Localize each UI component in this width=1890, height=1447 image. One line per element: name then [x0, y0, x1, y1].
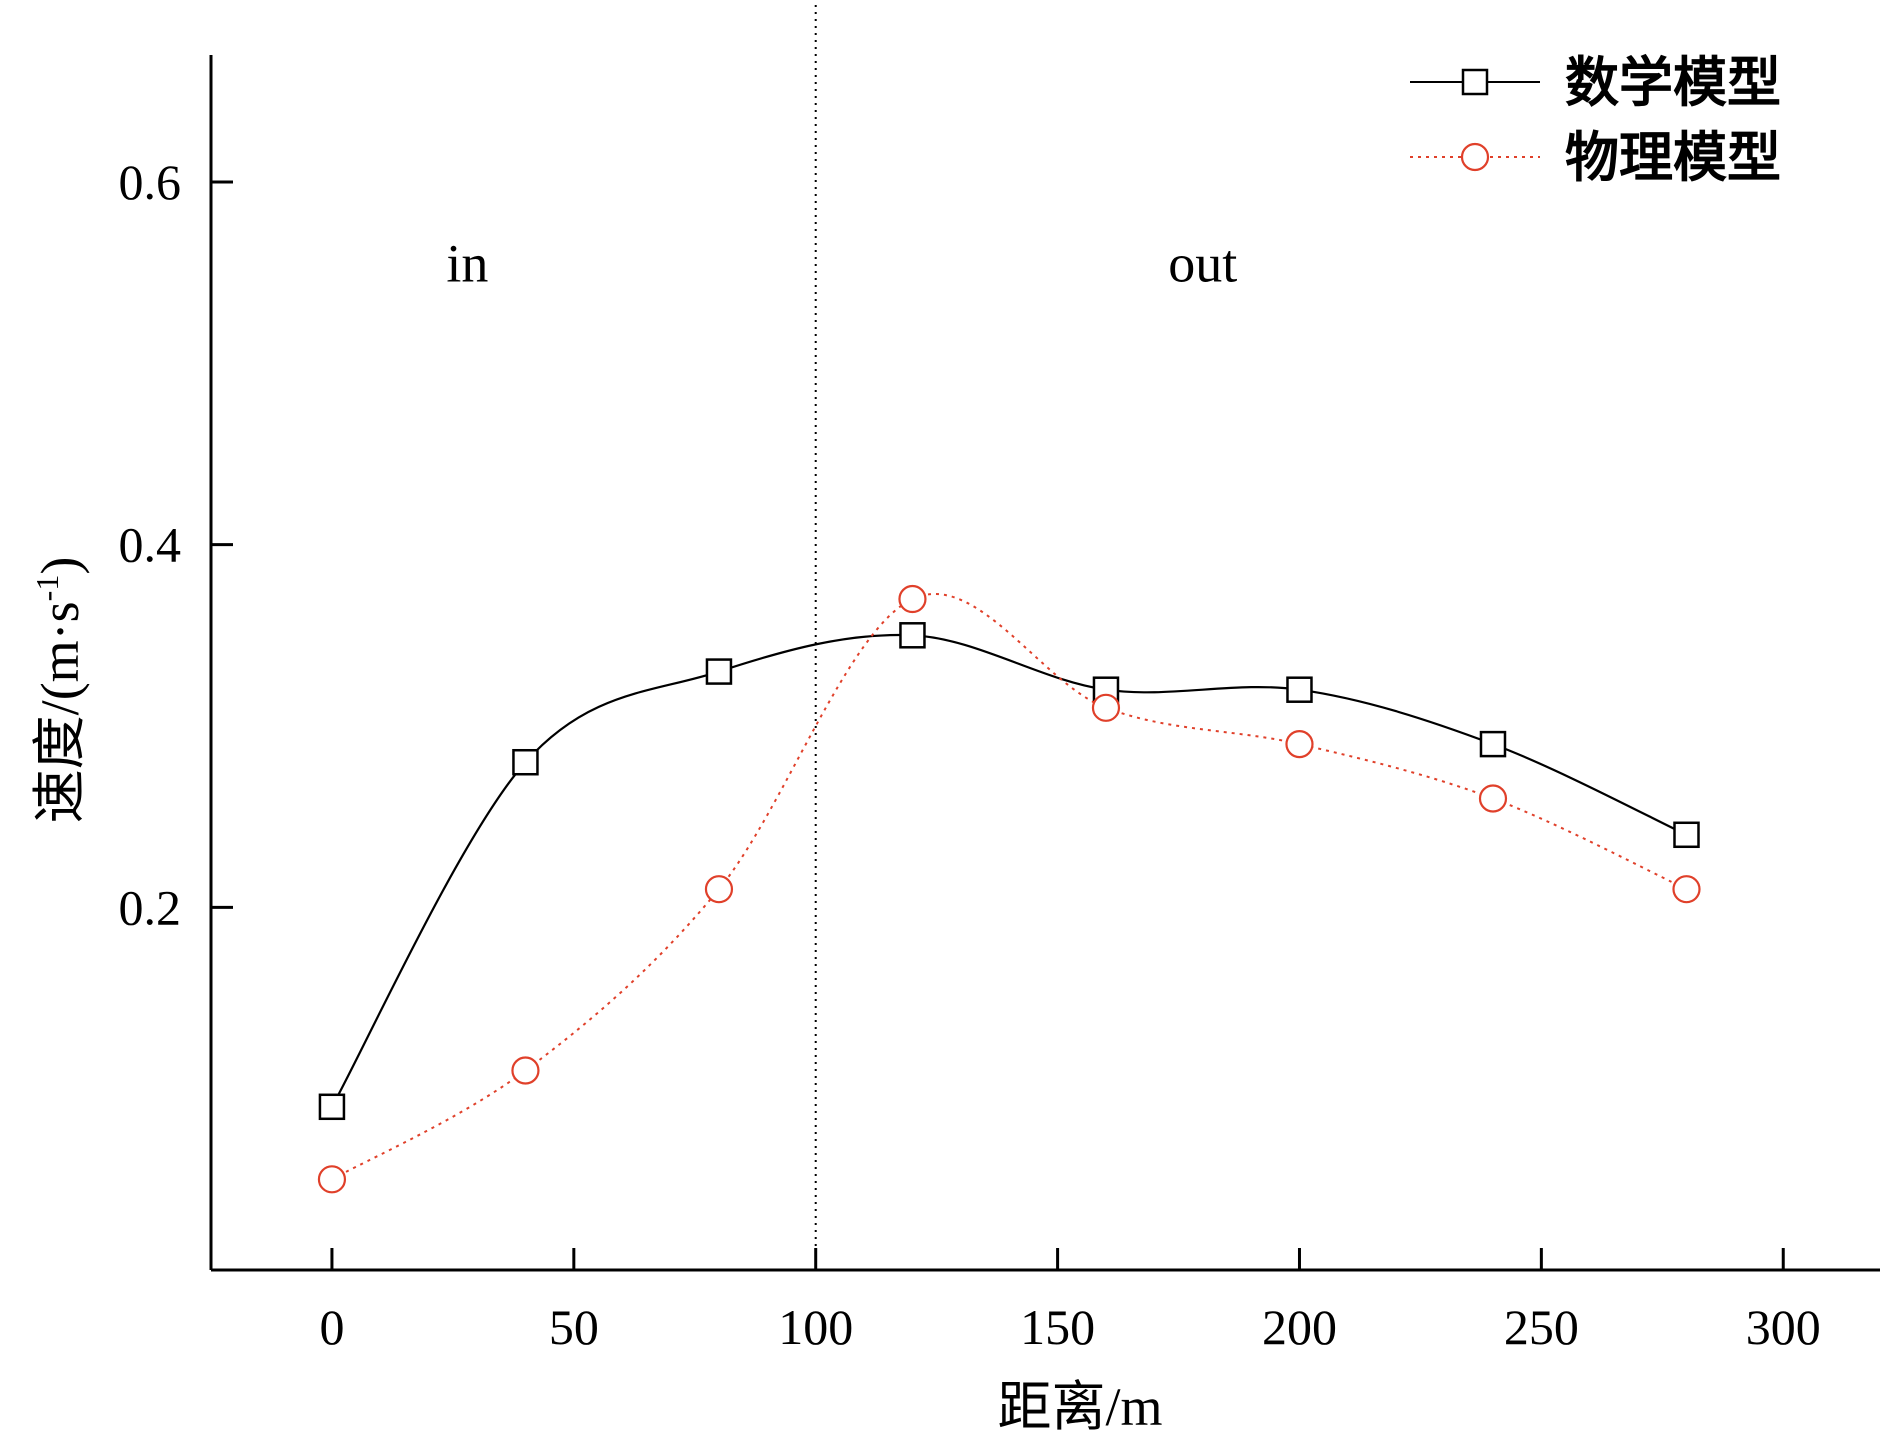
y-tick-label: 0.6 [119, 154, 182, 210]
svg-text:速度/(m·s-1): 速度/(m·s-1) [29, 557, 90, 824]
data-point-0 [1479, 730, 1507, 758]
legend-label: 数学模型 [1565, 51, 1781, 114]
x-tick-label: 0 [319, 1299, 344, 1355]
data-point-0 [1673, 821, 1700, 849]
data-point-1 [1285, 730, 1314, 759]
data-point-1 [317, 1165, 347, 1194]
x-tick-label: 250 [1504, 1299, 1579, 1355]
axes [209, 55, 1880, 1272]
legend-label: 物理模型 [1565, 126, 1781, 189]
data-point-1 [1672, 875, 1701, 904]
y-axis-title-close: ) [30, 557, 90, 575]
y-tick-label: 0.4 [119, 517, 182, 573]
x-tick-label: 150 [1020, 1299, 1095, 1355]
data-point-0 [705, 658, 733, 685]
y-axis-title-superscript: -1 [29, 575, 65, 602]
x-tick-label: 200 [1262, 1299, 1337, 1355]
data-point-0 [899, 622, 926, 649]
region-label: in [446, 234, 488, 294]
x-tick-label: 100 [778, 1299, 853, 1355]
data-point-1 [1091, 693, 1121, 722]
data-point-1 [511, 1056, 540, 1085]
data-point-0 [512, 748, 539, 776]
legend-marker [1460, 142, 1490, 172]
x-tick-label: 50 [549, 1299, 599, 1355]
series-line-0 [330, 633, 1687, 1108]
data-point-0 [318, 1093, 346, 1121]
data-point-1 [1478, 784, 1508, 813]
data-point-1 [898, 584, 927, 614]
data-point-1 [704, 875, 734, 904]
x-axis-title: 距离/m [997, 1377, 1162, 1437]
region-label: out [1168, 234, 1237, 294]
data-point-0 [1286, 676, 1313, 703]
series-line-1 [331, 593, 1687, 1181]
y-axis-title: 速度/(m·s-1) [29, 557, 90, 824]
y-axis-title-main: 速度/(m·s [30, 601, 90, 823]
x-tick-label: 300 [1746, 1299, 1821, 1355]
y-tick-label: 0.2 [119, 879, 182, 935]
legend-marker [1461, 68, 1489, 96]
